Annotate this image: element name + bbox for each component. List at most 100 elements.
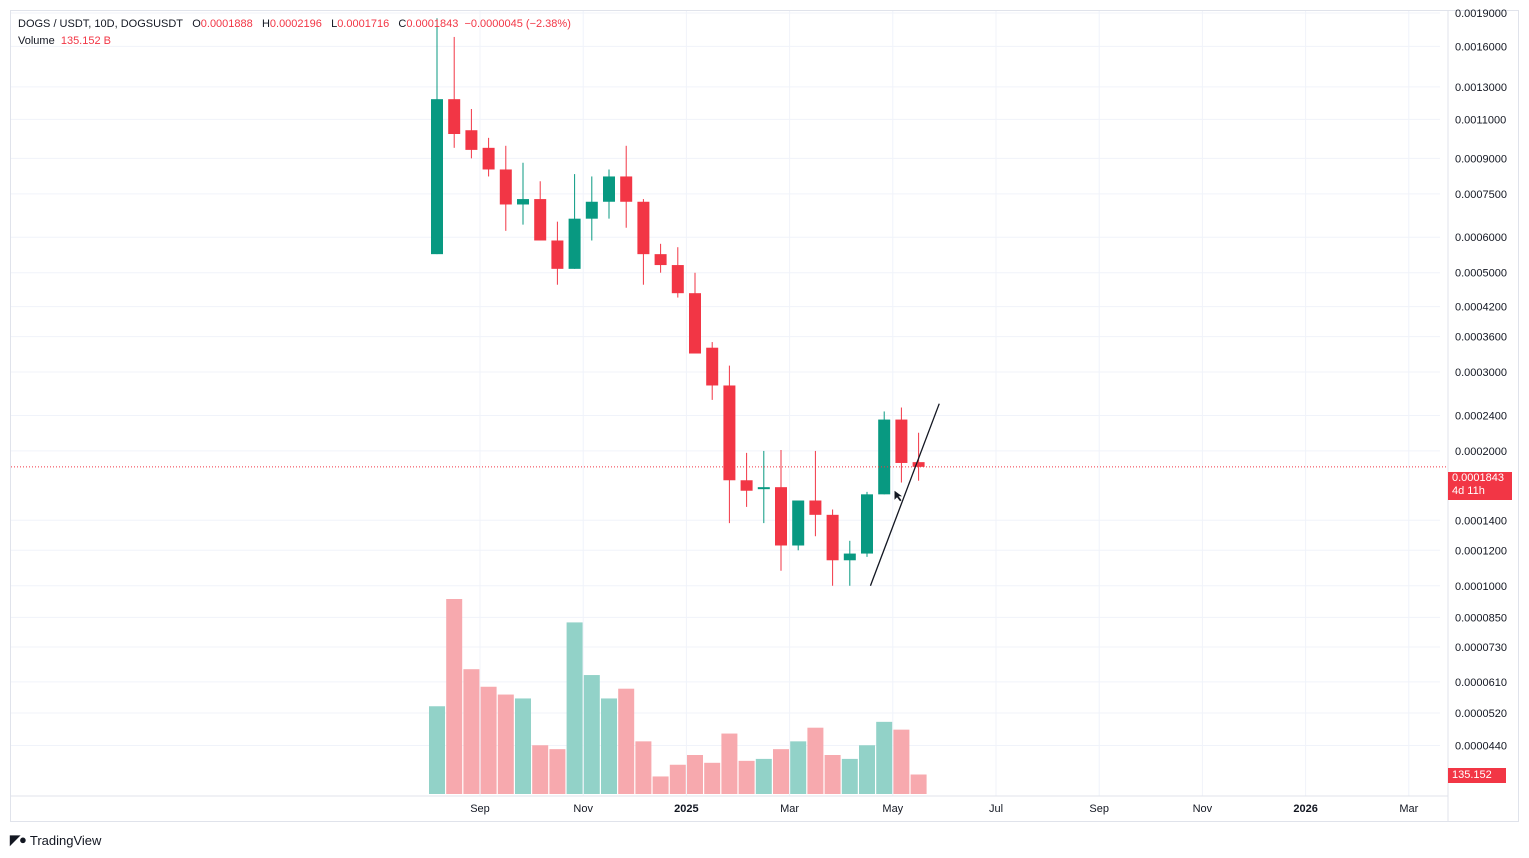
footer: ◤● TradingView — [10, 832, 101, 848]
volume-bar — [635, 741, 652, 794]
volume-bar — [687, 755, 703, 794]
x-tick-label: 2025 — [674, 803, 698, 815]
volume-bar — [790, 741, 807, 794]
y-tick-label: 0.0000850 — [1455, 612, 1507, 624]
open-label: O — [192, 18, 201, 30]
volume-bar — [515, 698, 531, 794]
volume-bar — [807, 727, 824, 794]
candle-body — [861, 494, 873, 554]
volume-bar — [652, 776, 669, 794]
volume-bar — [876, 721, 893, 794]
volume-bar — [618, 688, 635, 794]
y-tick-label: 0.0003600 — [1455, 332, 1507, 344]
volume-bar — [583, 675, 600, 794]
high-value: 0.0002196 — [269, 18, 322, 30]
y-tick-label: 0.0001000 — [1455, 581, 1507, 593]
y-tick-label: 0.0000440 — [1455, 740, 1507, 752]
bar-countdown: 4d 11h — [1452, 485, 1485, 497]
low-label: L — [331, 18, 338, 30]
symbol-title[interactable]: DOGS / USDT, 10D, DOGSUSDT — [18, 18, 184, 30]
change-value: −0.0000045 (−2.38%) — [464, 18, 571, 30]
y-tick-label: 0.0011000 — [1455, 114, 1506, 126]
candle-body — [431, 99, 443, 255]
volume-bar — [463, 669, 480, 794]
volume-bar — [841, 758, 858, 794]
candle-body — [912, 462, 925, 467]
volume-bar — [497, 694, 514, 794]
volume-bar — [859, 745, 875, 794]
close-label: C — [398, 18, 407, 30]
volume-bar — [893, 729, 910, 794]
y-tick-label: 0.0009000 — [1455, 153, 1507, 165]
candle-body — [517, 199, 529, 205]
x-tick-label: Sep — [470, 803, 490, 815]
close-value: 0.0001843 — [406, 18, 459, 30]
candle-body — [465, 130, 478, 150]
candle-body — [499, 169, 512, 205]
volume-bar — [773, 749, 789, 794]
last-price-badge: 0.0001843 4d 11h — [1448, 472, 1512, 500]
candle-body — [603, 176, 615, 202]
candle-body — [654, 254, 667, 266]
candle-body — [826, 514, 839, 561]
brand-name[interactable]: TradingView — [29, 832, 102, 848]
cursor-icon — [894, 490, 903, 502]
y-tick-label: 0.0001400 — [1455, 515, 1507, 527]
x-tick-label: Jul — [989, 803, 1003, 815]
x-tick-label: Mar — [780, 803, 799, 815]
y-tick-label: 0.0016000 — [1455, 41, 1507, 53]
y-tick-label: 0.0000610 — [1455, 677, 1507, 689]
x-tick-label: Mar — [1399, 803, 1418, 815]
tradingview-logo-icon[interactable]: ◤● — [10, 832, 27, 847]
candle-body — [706, 347, 719, 386]
volume-bar — [910, 774, 927, 794]
candle-body — [585, 201, 598, 219]
volume-bar — [824, 755, 841, 794]
x-tick-label: Nov — [573, 803, 593, 815]
volume-bar — [669, 764, 686, 794]
volume-bar — [721, 733, 738, 794]
volume-bar — [532, 745, 549, 794]
y-tick-label: 0.0000520 — [1455, 708, 1507, 720]
candle-body — [792, 500, 805, 546]
candle-body — [637, 201, 650, 255]
candle-body — [775, 487, 787, 546]
candle-body — [671, 265, 684, 294]
volume-value: 135.152 B — [60, 35, 111, 47]
volume-bar — [429, 706, 445, 794]
candle-body — [620, 176, 633, 202]
candle-body — [809, 500, 822, 515]
low-value: 0.0001716 — [337, 18, 390, 30]
volume-bar — [738, 760, 755, 794]
volume-bar — [601, 698, 617, 794]
candle-body — [482, 147, 495, 170]
x-tick-label: 2026 — [1293, 803, 1317, 815]
trendline — [869, 403, 940, 586]
volume-bar — [549, 749, 566, 794]
candle-body — [534, 199, 547, 241]
y-tick-label: 0.0000730 — [1455, 642, 1507, 654]
y-tick-label: 0.0019000 — [1455, 8, 1507, 20]
candle-body — [551, 240, 564, 269]
y-tick-label: 0.0001200 — [1455, 545, 1507, 557]
volume-bar — [566, 622, 583, 794]
open-value: 0.0001888 — [200, 18, 253, 30]
ohlc-legend: DOGS / USDT, 10D, DOGSUSDT O0.0001888 H0… — [18, 18, 571, 30]
candle-body — [448, 99, 461, 135]
y-tick-label: 0.0006000 — [1455, 232, 1507, 244]
x-tick-label: Sep — [1089, 803, 1109, 815]
volume-badge-value: 135.152 B — [1452, 769, 1492, 796]
candle-body — [568, 218, 581, 269]
volume-bar — [704, 762, 721, 794]
volume-legend: Volume 135.152 B — [18, 35, 111, 47]
x-tick-label: Nov — [1193, 803, 1213, 815]
chart-frame[interactable] — [10, 10, 1519, 822]
y-tick-label: 0.0003000 — [1455, 367, 1507, 379]
y-tick-label: 0.0007500 — [1455, 189, 1507, 201]
volume-bar — [446, 599, 463, 794]
volume-bar — [480, 686, 497, 794]
candle-body — [757, 487, 770, 490]
volume-label[interactable]: Volume — [18, 35, 55, 47]
candle-body — [740, 480, 753, 491]
